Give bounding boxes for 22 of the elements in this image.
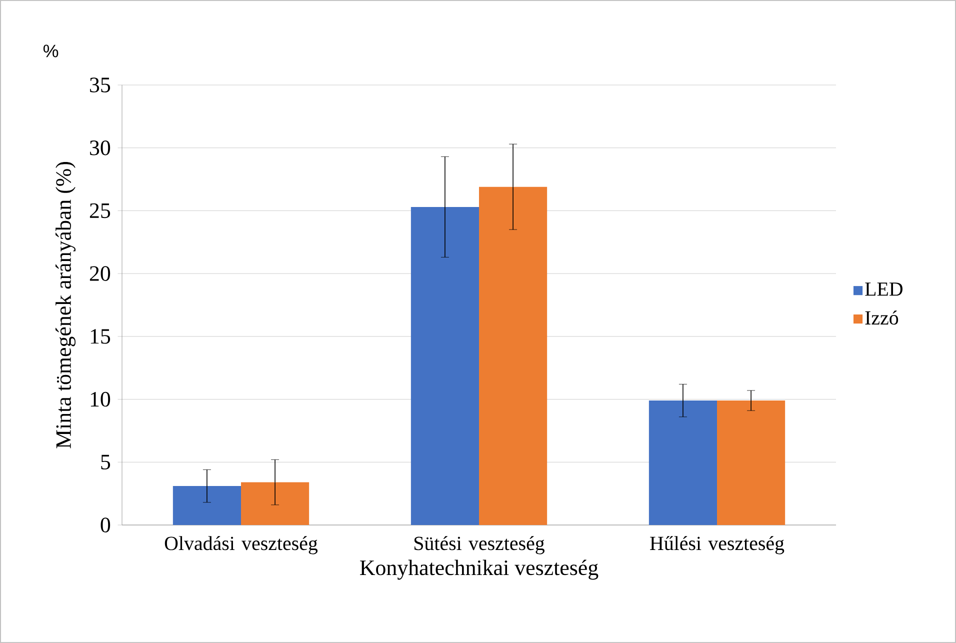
- x-tick-label: Olvadási veszteség: [164, 536, 318, 554]
- bar: [648, 400, 718, 525]
- bar: [410, 206, 480, 525]
- y-tick-label: 5: [101, 454, 110, 470]
- y-tick-label: 0: [100, 518, 110, 532]
- x-axis-title: Konyhatechnikai veszteség: [360, 560, 598, 580]
- legend-label: Izzó: [865, 310, 898, 325]
- y-tick-label: 30: [90, 140, 110, 156]
- y-tick-label: 15: [90, 329, 110, 344]
- bar: [172, 486, 241, 525]
- y-tick-label: 20: [90, 266, 110, 281]
- legend-label: LED: [865, 282, 902, 296]
- y-tick-label: 25: [90, 203, 110, 218]
- x-tick-label: Sütési veszteség: [414, 536, 544, 554]
- y-tick-label: 35: [90, 78, 110, 92]
- bar: [241, 482, 310, 525]
- x-tick-label: Hűlési veszteség: [650, 536, 784, 554]
- text: %: [43, 44, 58, 58]
- y-tick-label: 10: [90, 392, 110, 407]
- bar: [717, 400, 786, 525]
- bar: [479, 186, 548, 525]
- y-axis-title: Minta tömegének arányában (%): [56, 162, 76, 448]
